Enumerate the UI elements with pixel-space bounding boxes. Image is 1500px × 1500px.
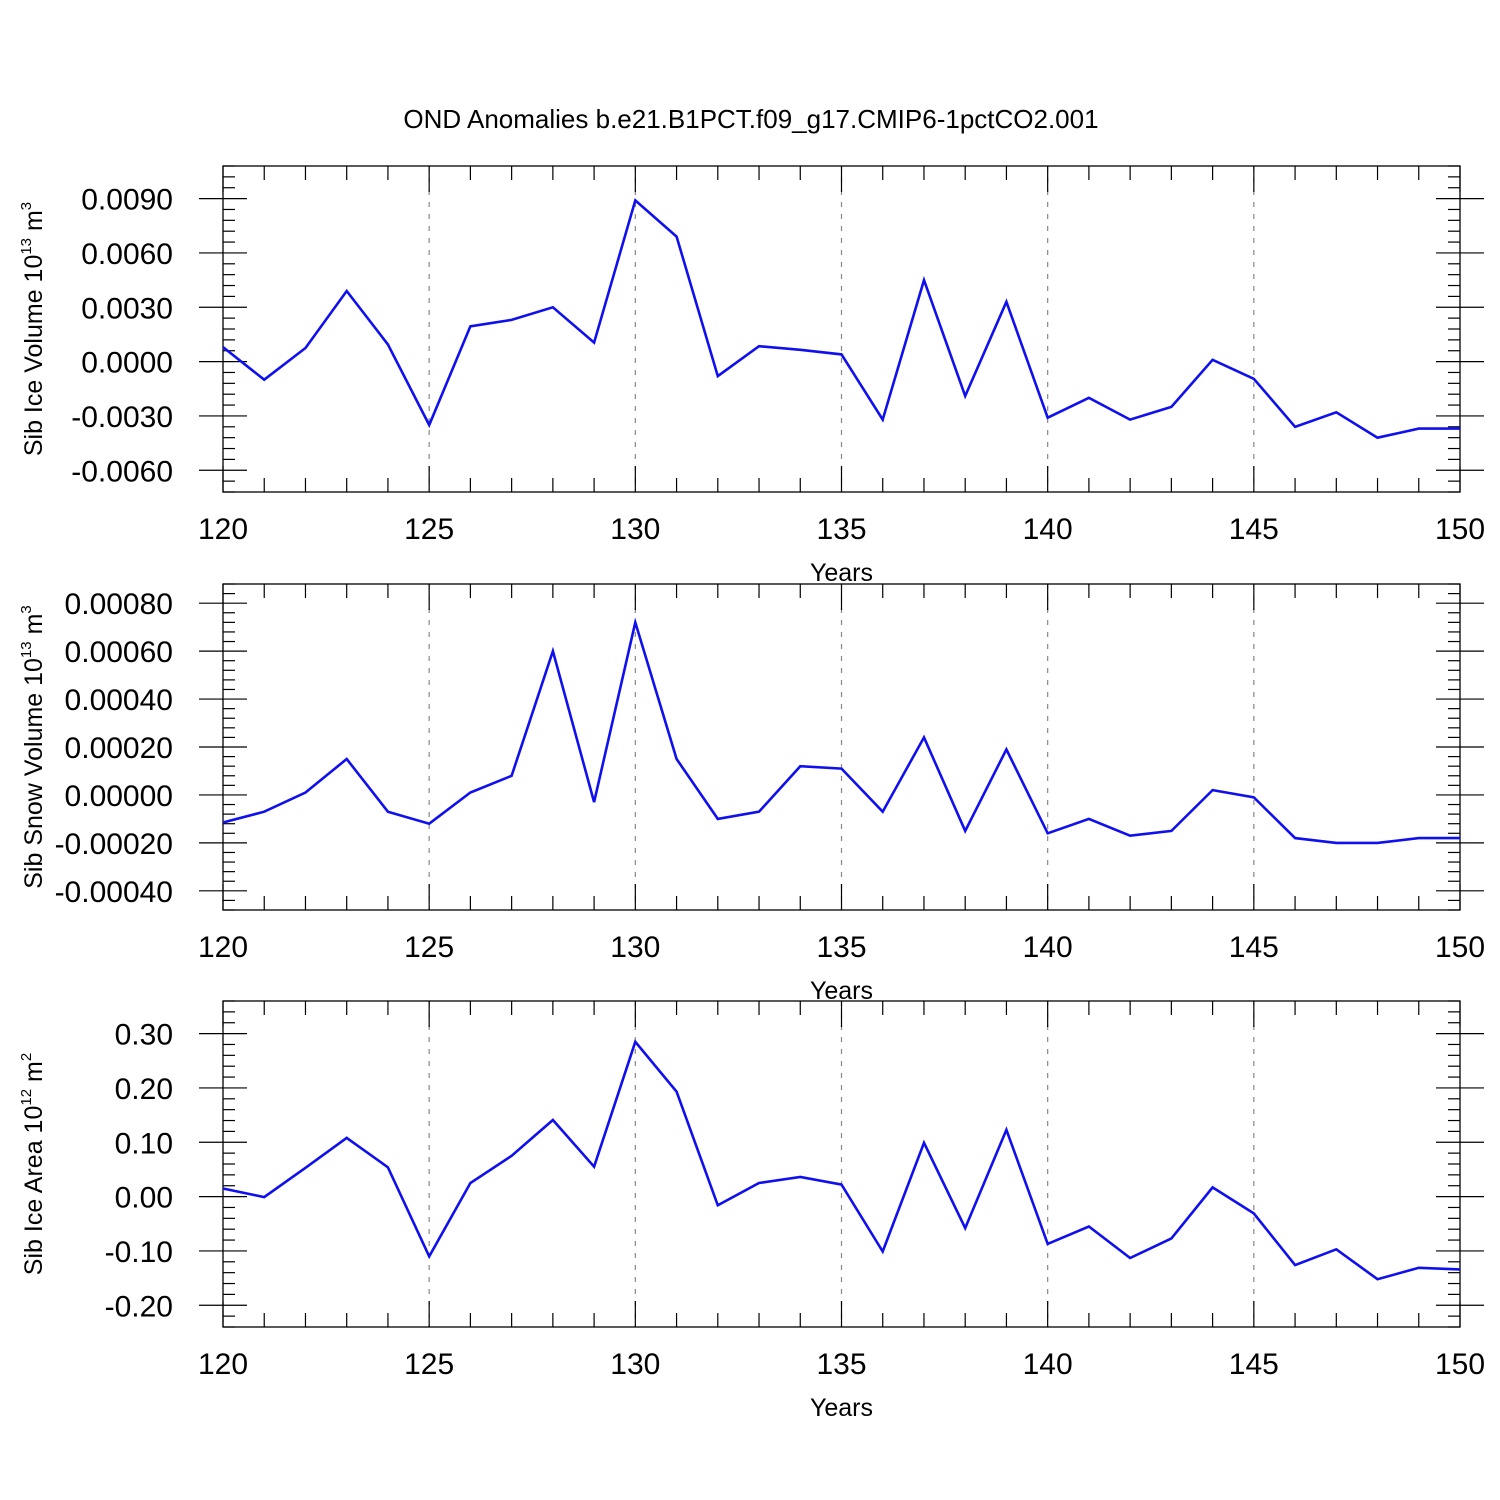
x-tick-label: 150 xyxy=(1435,1348,1485,1381)
y-tick-label: 0.00080 xyxy=(65,588,173,621)
y-tick-label: 0.00020 xyxy=(65,732,173,765)
y-tick-label: 0.0060 xyxy=(81,238,173,271)
y-axis-label-text: Sib Ice Area 10 xyxy=(20,1106,48,1276)
series-line xyxy=(222,198,1460,440)
y-axis-label-unit: m xyxy=(20,614,48,642)
y-tick-label: 0.10 xyxy=(115,1127,173,1160)
y-tick-label: 0.20 xyxy=(115,1073,173,1106)
x-tick-label: 145 xyxy=(1229,1348,1279,1381)
y-tick-label: -0.10 xyxy=(105,1236,173,1269)
x-tick-label: 140 xyxy=(1023,931,1073,964)
y-tick-label: -0.0030 xyxy=(71,401,173,434)
y-tick-label: 0.00 xyxy=(115,1182,173,1215)
y-tick-label: 0.00060 xyxy=(65,636,173,669)
x-tick-label: 125 xyxy=(404,931,454,964)
x-tick-label: 120 xyxy=(198,931,248,964)
x-tick-label: 120 xyxy=(198,1348,248,1381)
x-tick-label: 145 xyxy=(1229,931,1279,964)
x-tick-label: 145 xyxy=(1229,513,1279,546)
y-tick-label: 0.0030 xyxy=(81,292,173,325)
panel-snow-volume: -0.00040 -0.00020 0.00000 0.00020 0.00040 0.0… xyxy=(18,583,1485,1005)
x-tick-label: 140 xyxy=(1023,513,1073,546)
y-tick-label: 0.30 xyxy=(115,1019,173,1052)
x-tick-label: 135 xyxy=(816,1348,866,1381)
x-tick-label: 140 xyxy=(1023,1348,1073,1381)
y-tick-label: 0.0090 xyxy=(81,184,173,217)
y-tick-label: 0.0000 xyxy=(81,347,173,380)
y-axis-label-exponent: 13 xyxy=(18,641,35,658)
panel-ice-volume: -0.0060 -0.0030 0.0000 0.0030 0.0060 0.0090 12… xyxy=(18,165,1485,587)
y-axis-label: Sib Ice Volume 1013 m3 xyxy=(18,202,48,456)
y-tick-label: -0.0060 xyxy=(71,455,173,488)
y-axis-label-unit-exponent: 3 xyxy=(18,605,35,613)
y-axis-label-text: Sib Ice Volume 10 xyxy=(20,255,48,457)
x-tick-label: 135 xyxy=(816,513,866,546)
y-tick-label: -0.00020 xyxy=(55,828,173,861)
x-tick-label: 125 xyxy=(404,513,454,546)
y-axis-label-exponent: 13 xyxy=(18,238,35,255)
x-tick-label: 135 xyxy=(816,931,866,964)
y-tick-label: -0.20 xyxy=(105,1290,173,1323)
x-axis-label: Years xyxy=(810,559,873,587)
y-tick-label: 0.00040 xyxy=(65,684,173,717)
y-axis-label: Sib Snow Volume 1013 m3 xyxy=(18,605,48,889)
x-tick-label: 130 xyxy=(610,931,660,964)
series-line xyxy=(222,617,1460,845)
series-line xyxy=(222,1039,1461,1281)
y-axis-label: Sib Ice Area 1012 m2 xyxy=(18,1053,48,1275)
y-tick-label: 0.00000 xyxy=(65,780,173,813)
y-tick-label: -0.00040 xyxy=(55,876,173,909)
x-tick-label: 130 xyxy=(610,513,660,546)
x-tick-label: 125 xyxy=(404,1348,454,1381)
y-axis-label-text: Sib Snow Volume 10 xyxy=(20,658,48,889)
y-axis-label-unit-exponent: 3 xyxy=(18,202,35,210)
x-tick-label: 150 xyxy=(1435,513,1485,546)
y-axis-label-exponent: 12 xyxy=(18,1089,35,1106)
x-axis-label: Years xyxy=(810,977,873,1005)
x-tick-label: 130 xyxy=(610,1348,660,1381)
y-axis-label-unit: m xyxy=(20,1061,48,1089)
y-axis-label-unit: m xyxy=(20,210,48,238)
panel-ice-area: -0.20 -0.10 0.00 0.10 0.20 0.30 120 125 130 135 14… xyxy=(18,1000,1485,1422)
x-tick-label: 150 xyxy=(1435,931,1485,964)
x-axis-label: Years xyxy=(810,1394,873,1422)
x-tick-label: 120 xyxy=(198,513,248,546)
chart-title: OND Anomalies b.e21.B1PCT.f09_g17.CMIP6-… xyxy=(403,104,1098,134)
y-axis-label-unit-exponent: 2 xyxy=(18,1053,35,1061)
